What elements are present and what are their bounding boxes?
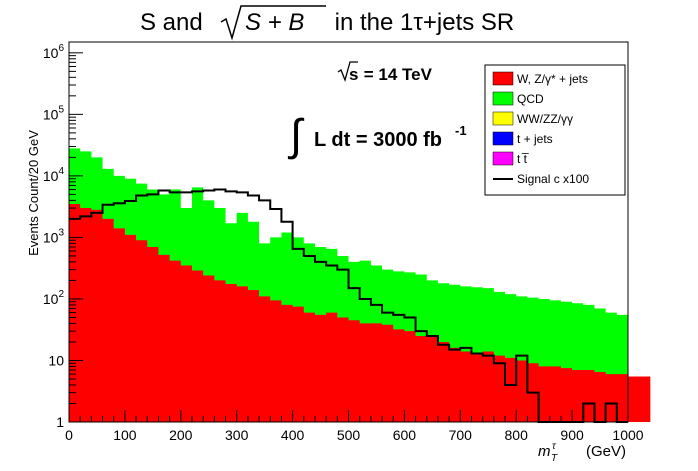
legend-label-qcd: QCD: [517, 92, 544, 106]
x-tick-label: 600: [393, 427, 417, 443]
y-axis-label: Events Count/20 GeV: [26, 130, 41, 256]
x-tick-label: 1000: [612, 427, 643, 443]
lumi-sup: -1: [455, 123, 467, 138]
x-axis-label-unit: (GeV): [586, 443, 626, 460]
axes: 0 100 200 300 400 500 600 700 800 900 1000 1 10 102 10…: [43, 41, 644, 443]
x-tick-label: 700: [449, 427, 473, 443]
energy-annotation: s = 14 TeV: [337, 61, 433, 84]
lumi-integral: ∫: [287, 111, 305, 160]
y-tick-label: 10: [48, 352, 64, 368]
y-tick-label: 102: [43, 289, 65, 307]
legend-label-t-jets: t + jets: [517, 132, 553, 146]
energy-rest: = 14 TeV: [359, 65, 433, 84]
y-tick-label: 103: [43, 227, 65, 245]
histogram-layer: [69, 148, 651, 423]
legend-box: [484, 64, 626, 196]
title-radicand: S + B: [245, 9, 304, 36]
legend-label-t-t: t t̅: [517, 152, 529, 166]
y-tick-label: 106: [43, 43, 65, 61]
y-tick-label: 104: [43, 166, 65, 184]
x-tick-label: 300: [225, 427, 249, 443]
legend-label-signal-c-x100: Signal c x100: [517, 172, 589, 186]
legend-items: W, Z/γ* + jets QCD WW/ZZ/γγ t + jets t t̅ Sig…: [492, 71, 589, 186]
legend-swatch-w-z-jets: [492, 71, 514, 86]
legend-swatch-ww-zz: [492, 111, 514, 126]
series-line-signal-c-x100: [69, 188, 628, 423]
title-prefix: S and: [140, 9, 209, 36]
legend-label-ww-zz: WW/ZZ/γγ: [517, 112, 573, 126]
energy-sqrt-symbol: [337, 61, 358, 83]
x-axis-label: m τ T (GeV): [538, 441, 626, 464]
luminosity-annotation: ∫ L dt = 3000 fb -1: [287, 111, 467, 160]
legend: W, Z/γ* + jets QCD WW/ZZ/γγ t + jets t t̅ Sig…: [484, 64, 626, 196]
y-tick-label: 1: [56, 414, 64, 430]
x-tick-label: 800: [505, 427, 529, 443]
lumi-text: L dt = 3000 fb: [314, 129, 442, 151]
legend-swatch-t-jets: [492, 131, 514, 146]
legend-swatch-qcd: [492, 91, 514, 106]
x-axis-label-sub: T: [551, 453, 558, 464]
x-tick-label: 0: [65, 427, 73, 443]
legend-swatch-t-t: [492, 151, 514, 166]
x-tick-label: 900: [560, 427, 584, 443]
x-tick-label: 400: [281, 427, 305, 443]
x-tick-label: 200: [169, 427, 193, 443]
y-tick-label: 105: [43, 104, 65, 122]
energy-sqrt-s: s: [349, 65, 358, 84]
x-axis-label-main: m: [538, 443, 551, 460]
x-tick-label: 100: [113, 427, 137, 443]
title-suffix: in the 1τ+jets SR: [328, 9, 514, 36]
x-tick-label: 500: [337, 427, 361, 443]
chart-title: S and S + B in the 1τ+jets SR: [140, 5, 514, 41]
legend-label-w-z-jets: W, Z/γ* + jets: [517, 72, 588, 86]
title-sqrt-symbol: [220, 5, 326, 41]
x-axis-label-sup: τ: [552, 441, 557, 452]
